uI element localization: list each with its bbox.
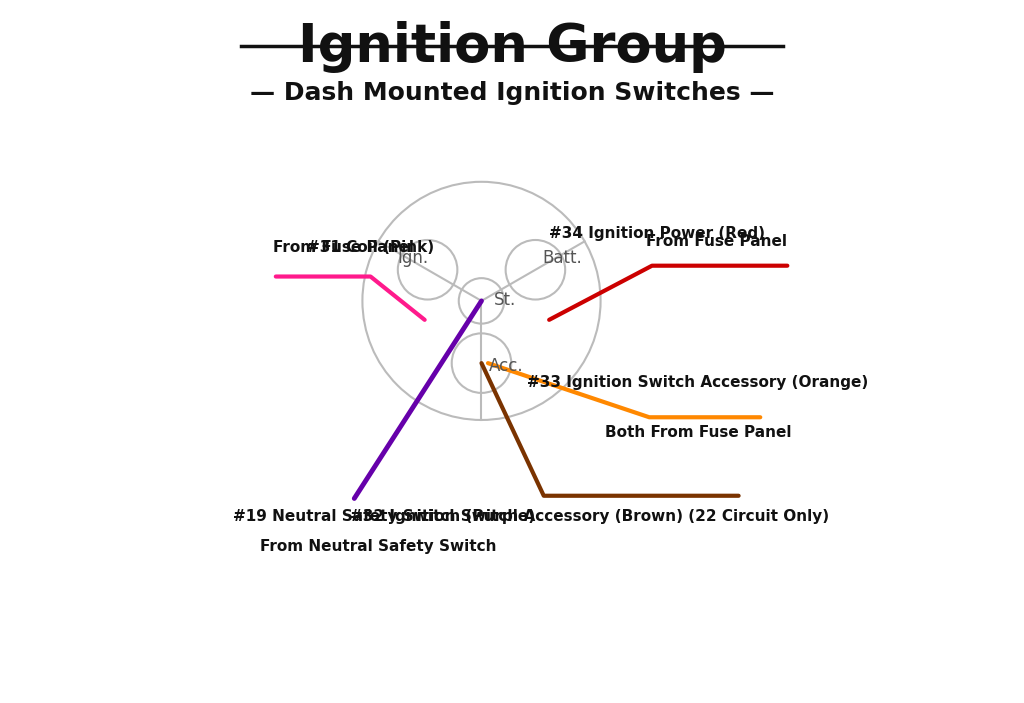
Text: Ign.: Ign.	[397, 249, 429, 267]
Text: — Dash Mounted Ignition Switches —: — Dash Mounted Ignition Switches —	[250, 81, 774, 105]
Text: #33 Ignition Switch Accessory (Orange): #33 Ignition Switch Accessory (Orange)	[527, 375, 868, 390]
Text: Both From Fuse Panel: Both From Fuse Panel	[605, 425, 792, 440]
Text: Ignition Group: Ignition Group	[298, 21, 726, 73]
Text: #32 Ignition Switch Accessory (Brown) (22 Circuit Only): #32 Ignition Switch Accessory (Brown) (2…	[350, 509, 829, 524]
Text: St.: St.	[494, 291, 516, 309]
Text: #31 Coil (Pink): #31 Coil (Pink)	[307, 240, 434, 255]
Text: #19 Neutral Safety Switch (Purple): #19 Neutral Safety Switch (Purple)	[233, 509, 536, 524]
Text: #34 Ignition Power (Red): #34 Ignition Power (Red)	[550, 226, 765, 241]
Text: Batt.: Batt.	[542, 249, 582, 267]
Text: From Fuse Panel: From Fuse Panel	[646, 235, 787, 250]
Text: Acc.: Acc.	[489, 357, 523, 375]
Text: From Fuse Panel: From Fuse Panel	[273, 240, 414, 255]
Text: From Neutral Safety Switch: From Neutral Safety Switch	[259, 539, 496, 554]
